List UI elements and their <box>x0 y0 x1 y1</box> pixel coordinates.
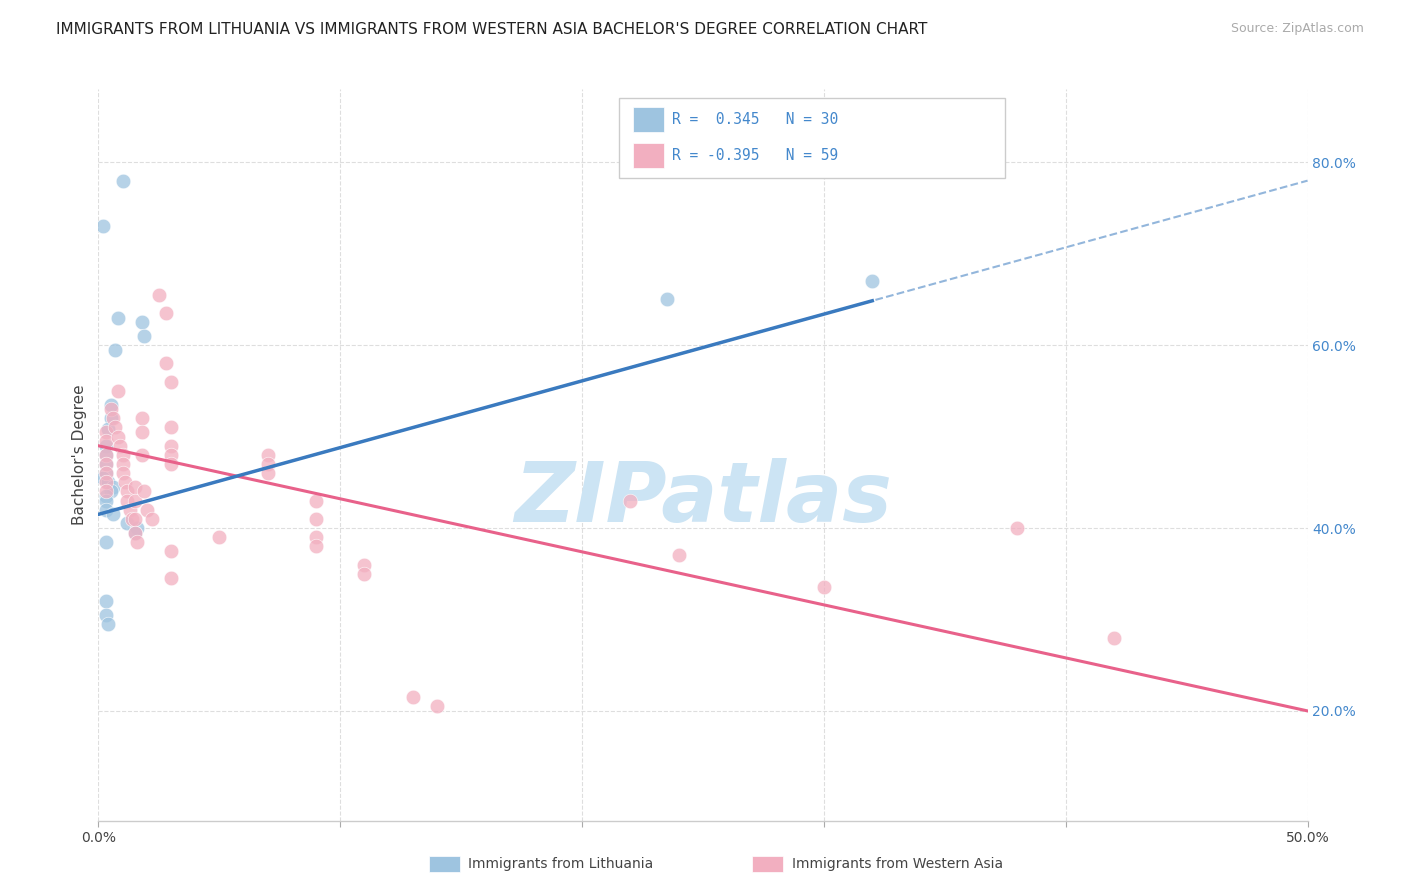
Text: R = -0.395   N = 59: R = -0.395 N = 59 <box>672 148 838 162</box>
Point <box>114 475 136 490</box>
Point <box>124 480 146 494</box>
Point <box>117 493 139 508</box>
Point <box>104 343 127 357</box>
Point <box>148 288 170 302</box>
Point <box>100 484 122 499</box>
Text: Immigrants from Lithuania: Immigrants from Lithuania <box>468 857 654 871</box>
Point <box>134 484 156 499</box>
Text: IMMIGRANTS FROM LITHUANIA VS IMMIGRANTS FROM WESTERN ASIA BACHELOR'S DEGREE CORR: IMMIGRANTS FROM LITHUANIA VS IMMIGRANTS … <box>56 22 928 37</box>
Point <box>91 471 114 485</box>
Point <box>107 310 129 325</box>
Point <box>94 607 117 622</box>
Point <box>160 448 183 462</box>
Point <box>94 457 117 471</box>
Point <box>107 384 129 398</box>
Point <box>94 434 117 449</box>
Point <box>131 448 153 462</box>
Point <box>94 503 117 517</box>
Point <box>160 457 183 471</box>
Point <box>160 420 183 434</box>
Point <box>668 549 690 563</box>
Point <box>131 425 153 439</box>
Point <box>160 571 183 585</box>
Point <box>256 448 278 462</box>
Point <box>111 466 134 480</box>
Point <box>94 425 117 439</box>
Point <box>256 457 278 471</box>
Point <box>94 439 117 453</box>
Point <box>353 558 375 572</box>
Point <box>127 521 149 535</box>
Point <box>305 493 328 508</box>
Point <box>94 475 117 490</box>
Point <box>108 439 131 453</box>
Point <box>94 466 117 480</box>
Point <box>124 525 146 540</box>
Point <box>124 493 146 508</box>
Point <box>1007 521 1029 535</box>
Point <box>208 530 231 544</box>
Point <box>94 594 117 608</box>
Point <box>97 475 120 490</box>
Point <box>134 329 156 343</box>
Point <box>94 484 117 499</box>
Point <box>131 411 153 425</box>
Point <box>107 430 129 444</box>
Point <box>118 503 141 517</box>
Point <box>97 617 120 632</box>
Point <box>813 581 835 595</box>
Point <box>111 173 134 187</box>
Point <box>94 448 117 462</box>
Point <box>256 466 278 480</box>
Point <box>94 534 117 549</box>
Point <box>619 493 641 508</box>
Point <box>94 457 117 471</box>
Point <box>160 544 183 558</box>
Point <box>94 489 117 503</box>
Text: Immigrants from Western Asia: Immigrants from Western Asia <box>792 857 1002 871</box>
Text: ZIPatlas: ZIPatlas <box>515 458 891 540</box>
Point <box>111 457 134 471</box>
Point <box>131 315 153 329</box>
Point <box>104 420 127 434</box>
Point <box>97 422 120 436</box>
Point <box>141 512 163 526</box>
Point <box>124 525 146 540</box>
Point <box>305 539 328 553</box>
Point <box>121 512 143 526</box>
Point <box>94 448 117 462</box>
Point <box>117 516 139 531</box>
Point <box>135 503 157 517</box>
Point <box>101 480 124 494</box>
Point <box>100 402 122 417</box>
Point <box>101 411 124 425</box>
Point <box>94 493 117 508</box>
Point <box>124 512 146 526</box>
Point <box>94 466 117 480</box>
Point <box>117 484 139 499</box>
Point <box>860 274 883 288</box>
Point <box>655 293 678 307</box>
Point <box>160 439 183 453</box>
Text: R =  0.345   N = 30: R = 0.345 N = 30 <box>672 112 838 127</box>
Point <box>111 448 134 462</box>
Point <box>353 566 375 581</box>
Point <box>305 512 328 526</box>
Point <box>305 530 328 544</box>
Point <box>402 690 425 705</box>
Point <box>91 219 114 234</box>
Point <box>127 534 149 549</box>
Point <box>160 375 183 389</box>
Point <box>101 508 124 522</box>
Point <box>100 411 122 425</box>
Point <box>1102 631 1125 645</box>
Point <box>155 306 177 320</box>
Text: Source: ZipAtlas.com: Source: ZipAtlas.com <box>1230 22 1364 36</box>
Y-axis label: Bachelor's Degree: Bachelor's Degree <box>72 384 87 525</box>
Point <box>155 356 177 371</box>
Point <box>100 398 122 412</box>
Point <box>426 699 449 714</box>
